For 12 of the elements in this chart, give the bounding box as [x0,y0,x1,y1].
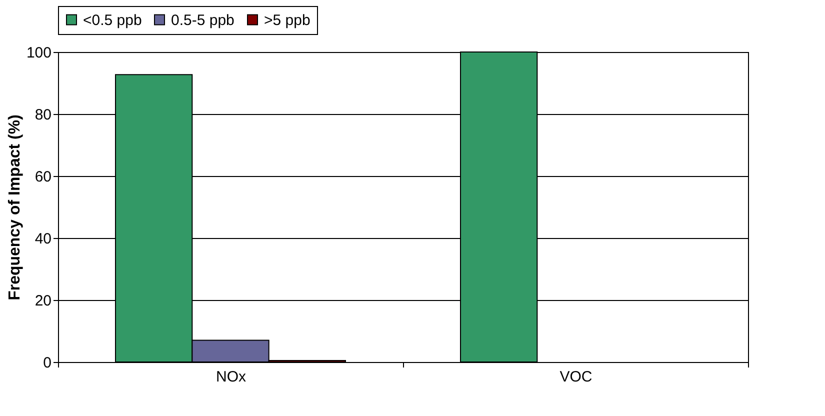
legend-label: 0.5-5 ppb [171,12,234,29]
y-tick-label: 20 [34,292,52,310]
x-tick-label: VOC [560,368,592,386]
y-tick-label: 60 [34,168,52,186]
legend-label: >5 ppb [264,12,310,29]
y-tick-label: 0 [43,354,52,372]
y-tick-label: 100 [26,44,52,62]
y-tick-label: 40 [34,230,52,248]
y-axis-title: Frequency of Impact (%) [6,114,24,300]
x-tick-label: NOx [216,368,246,386]
legend-label: <0.5 ppb [83,12,142,29]
y-tick-label: 80 [34,106,52,124]
